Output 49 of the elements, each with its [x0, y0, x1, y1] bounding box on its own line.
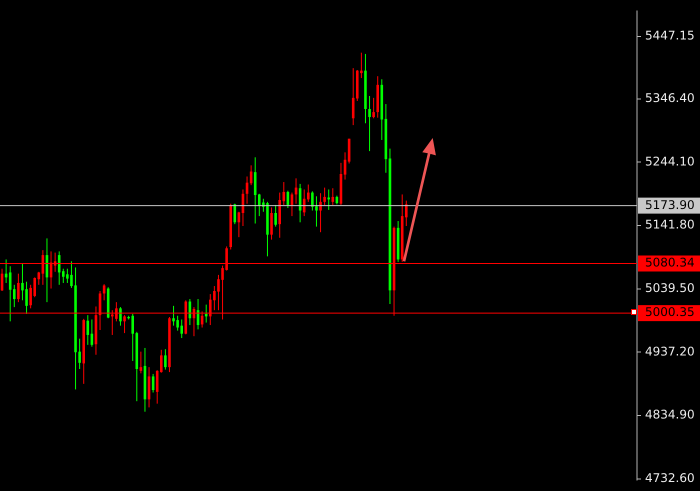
candlestick [246, 176, 248, 204]
candlestick [204, 304, 208, 324]
candlestick [331, 188, 334, 206]
ref-line-label: 5080.34 [645, 256, 695, 270]
candlestick [17, 273, 20, 303]
candlestick [172, 305, 175, 326]
candlestick [8, 266, 12, 322]
candlestick [180, 318, 184, 339]
candlestick [25, 281, 28, 314]
y-tick-label: 5346.40 [645, 90, 695, 105]
y-tick-label: 5039.50 [645, 280, 695, 295]
candlestick [294, 178, 298, 204]
y-tick-label: 4732.60 [645, 470, 695, 485]
candlestick [290, 192, 294, 217]
candlestick [102, 284, 106, 301]
y-tick-label: 4834.90 [645, 408, 695, 422]
candlestick [58, 250, 61, 286]
candlestick [254, 156, 257, 224]
candlestick [352, 68, 355, 126]
candlestick [372, 97, 375, 119]
candlestick [298, 183, 302, 223]
candlestick [176, 315, 179, 332]
candlestick [311, 190, 314, 212]
candlestick [368, 96, 371, 152]
candlestick [152, 373, 154, 394]
candlestick [86, 314, 90, 346]
ref-line-label: 5173.90 [645, 198, 695, 212]
candlestick [274, 204, 277, 228]
candlestick [327, 188, 330, 210]
candlestick [148, 366, 150, 408]
y-tick-label: 5447.15 [645, 28, 695, 43]
candlestick [315, 196, 318, 228]
candlestick [286, 190, 290, 209]
candlestick [90, 318, 94, 348]
candlestick [319, 192, 322, 233]
candlestick [0, 268, 4, 292]
candlestick [233, 203, 236, 225]
candlestick [323, 187, 326, 206]
candlestick [270, 206, 273, 240]
candlestick [140, 351, 142, 374]
candlestick [46, 238, 48, 303]
y-tick-label: 4937.20 [645, 344, 695, 358]
candlestick [196, 298, 200, 330]
y-tick-label: 5141.80 [645, 218, 695, 232]
ref-line-label: 5000.35 [645, 305, 695, 320]
candlestick [119, 306, 122, 326]
y-tick-label: 5244.10 [645, 154, 695, 168]
candlestick [242, 188, 244, 226]
candlestick [164, 348, 167, 370]
